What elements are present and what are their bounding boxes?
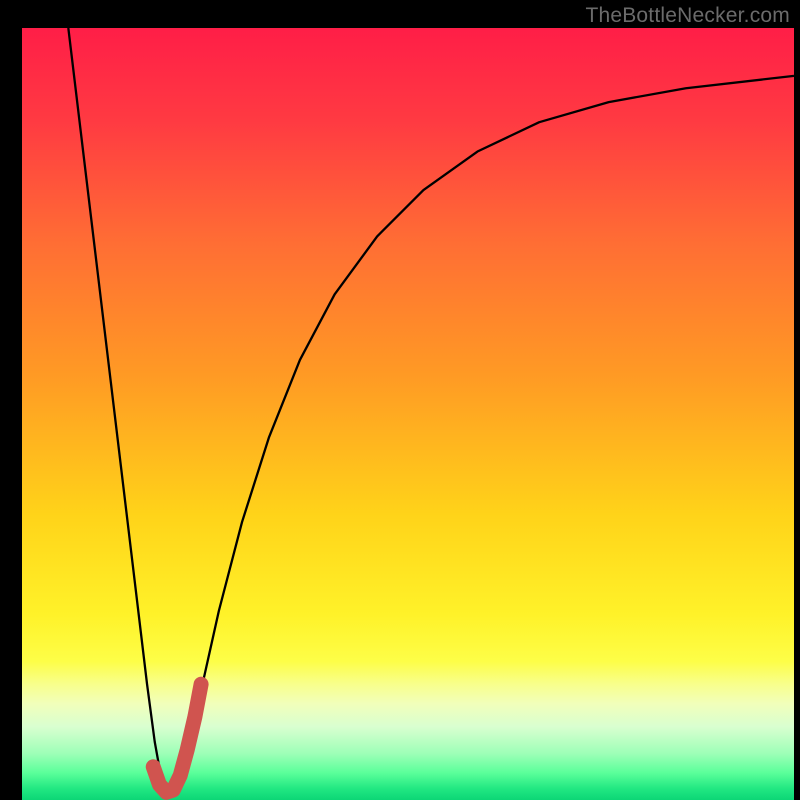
- watermark-text: TheBottleNecker.com: [585, 4, 790, 28]
- gradient-background: [22, 28, 794, 800]
- chart-svg: [22, 28, 794, 800]
- plot-area: [22, 28, 794, 800]
- chart-root: TheBottleNecker.com: [0, 0, 800, 800]
